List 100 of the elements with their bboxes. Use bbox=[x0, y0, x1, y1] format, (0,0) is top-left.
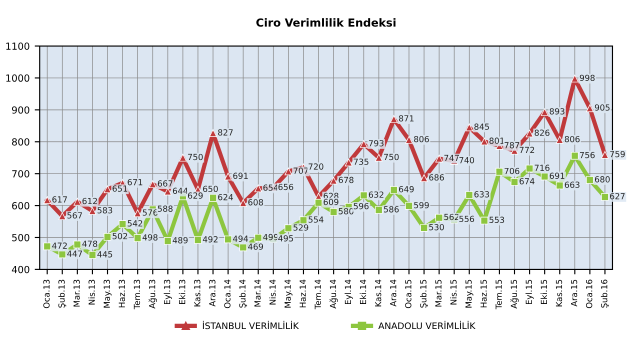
data-label: 632 bbox=[368, 191, 384, 198]
data-label: 617 bbox=[52, 196, 67, 203]
x-tick-label: Eki.13 bbox=[178, 280, 186, 304]
data-label: 498 bbox=[142, 234, 158, 241]
data-label: 492 bbox=[202, 236, 218, 242]
data-label: 583 bbox=[98, 207, 112, 214]
x-tick-label: Tem.13 bbox=[134, 280, 140, 310]
data-label: 893 bbox=[550, 108, 564, 114]
x-tick-label: Ağu.15 bbox=[510, 280, 519, 309]
data-label: 750 bbox=[384, 154, 399, 160]
data-label: 720 bbox=[308, 163, 324, 170]
x-tick-label: Ara.15 bbox=[571, 280, 578, 307]
data-label: 562 bbox=[444, 214, 459, 220]
x-tick-label: Nis.15 bbox=[450, 280, 457, 304]
x-tick-label: Mar.14 bbox=[254, 280, 261, 307]
data-label: 596 bbox=[354, 202, 369, 210]
y-tick-label: 400 bbox=[12, 266, 30, 274]
y-tick-label: 800 bbox=[12, 138, 30, 146]
data-label: 567 bbox=[67, 212, 82, 219]
x-tick-label: Haz.13 bbox=[118, 280, 126, 308]
x-tick-label: Oca.16 bbox=[586, 280, 592, 308]
data-label: 787 bbox=[504, 142, 520, 148]
data-label: 649 bbox=[399, 186, 414, 192]
data-label: 827 bbox=[218, 129, 233, 136]
x-tick-label: Eki.14 bbox=[360, 280, 366, 304]
data-label: 667 bbox=[158, 180, 172, 187]
data-label: 826 bbox=[534, 130, 550, 136]
data-label: 624 bbox=[218, 194, 233, 200]
x-tick-label: Ağu.14 bbox=[329, 280, 338, 309]
x-tick-label: Ara.13 bbox=[209, 280, 216, 307]
x-tick-label: Ağu.13 bbox=[148, 280, 157, 309]
x-tick-label: Mar.13 bbox=[73, 280, 80, 307]
legend-label: ANADOLU VERİMLİLİK bbox=[378, 320, 476, 330]
data-label: 609 bbox=[324, 198, 338, 206]
data-label: 806 bbox=[414, 136, 429, 142]
data-label: 542 bbox=[128, 220, 142, 226]
x-tick-label: Kas.14 bbox=[375, 280, 382, 306]
x-tick-label: Nis.14 bbox=[269, 280, 276, 304]
y-tick-label: 1100 bbox=[6, 42, 30, 50]
data-label: 735 bbox=[354, 158, 368, 165]
data-label: 580 bbox=[338, 208, 354, 214]
data-label: 529 bbox=[294, 224, 308, 231]
data-label: 998 bbox=[580, 74, 595, 81]
data-label: 608 bbox=[248, 199, 264, 206]
x-tick-label: Şub.15 bbox=[420, 280, 428, 308]
y-tick-label: 900 bbox=[12, 106, 30, 114]
x-tick-label: May.15 bbox=[466, 280, 474, 308]
data-label: 686 bbox=[429, 174, 444, 181]
data-label: 674 bbox=[520, 178, 534, 184]
data-label: 612 bbox=[82, 198, 97, 204]
x-tick-label: Mar.15 bbox=[435, 280, 442, 307]
data-label: 650 bbox=[203, 186, 218, 192]
data-label: 772 bbox=[520, 146, 534, 153]
data-label: 627 bbox=[610, 193, 625, 200]
data-label: 691 bbox=[550, 172, 564, 179]
data-label: 707 bbox=[294, 168, 308, 174]
x-tick-label: Şub.14 bbox=[239, 280, 248, 308]
x-tick-label: Kas.15 bbox=[556, 280, 562, 306]
data-label: 445 bbox=[97, 251, 112, 258]
data-label: 793 bbox=[368, 140, 384, 146]
data-label: 472 bbox=[52, 242, 67, 249]
x-tick-label: Nis.13 bbox=[88, 280, 95, 304]
chart-title: Ciro Verimlilik Endeksi bbox=[256, 18, 396, 27]
data-label: 656 bbox=[278, 184, 294, 190]
x-tick-label: Eyl.14 bbox=[344, 280, 353, 304]
data-label: 905 bbox=[594, 104, 610, 111]
y-tick-label: 1000 bbox=[6, 74, 30, 82]
data-label: 633 bbox=[474, 191, 490, 198]
y-tick-label: 500 bbox=[12, 234, 30, 242]
x-tick-label: Oca.13 bbox=[43, 280, 50, 308]
data-label: 499 bbox=[263, 234, 278, 240]
data-label: 678 bbox=[338, 176, 354, 184]
data-label: 654 bbox=[263, 184, 278, 191]
data-label: 489 bbox=[172, 237, 188, 244]
data-label: 554 bbox=[308, 216, 324, 223]
data-label: 447 bbox=[67, 250, 82, 257]
data-label: 628 bbox=[324, 192, 338, 200]
data-label: 553 bbox=[490, 216, 504, 223]
data-label: 680 bbox=[594, 176, 610, 182]
data-label: 759 bbox=[610, 150, 625, 158]
data-label: 671 bbox=[128, 179, 142, 186]
data-label: 871 bbox=[399, 115, 414, 122]
data-label: 806 bbox=[564, 136, 580, 142]
legend-label: İSTANBUL VERİMLİLİK bbox=[202, 320, 299, 330]
data-label: 469 bbox=[248, 243, 264, 250]
x-tick-label: Haz.15 bbox=[480, 280, 487, 308]
data-label: 478 bbox=[82, 240, 98, 247]
data-label: 556 bbox=[459, 216, 474, 222]
x-tick-label: Eki.15 bbox=[540, 280, 548, 304]
y-tick-label: 600 bbox=[12, 202, 30, 210]
data-label: 495 bbox=[278, 235, 294, 242]
x-tick-label: May.14 bbox=[284, 280, 292, 308]
data-label: 629 bbox=[188, 192, 203, 199]
y-tick-label: 700 bbox=[12, 170, 30, 178]
data-label: 716 bbox=[534, 164, 550, 171]
x-tick-label: Şub.13 bbox=[58, 280, 66, 308]
x-tick-label: Şub.16 bbox=[600, 280, 609, 308]
x-tick-label: Ara.14 bbox=[390, 280, 396, 307]
data-label: 801 bbox=[489, 138, 504, 144]
data-label: 756 bbox=[580, 152, 595, 158]
